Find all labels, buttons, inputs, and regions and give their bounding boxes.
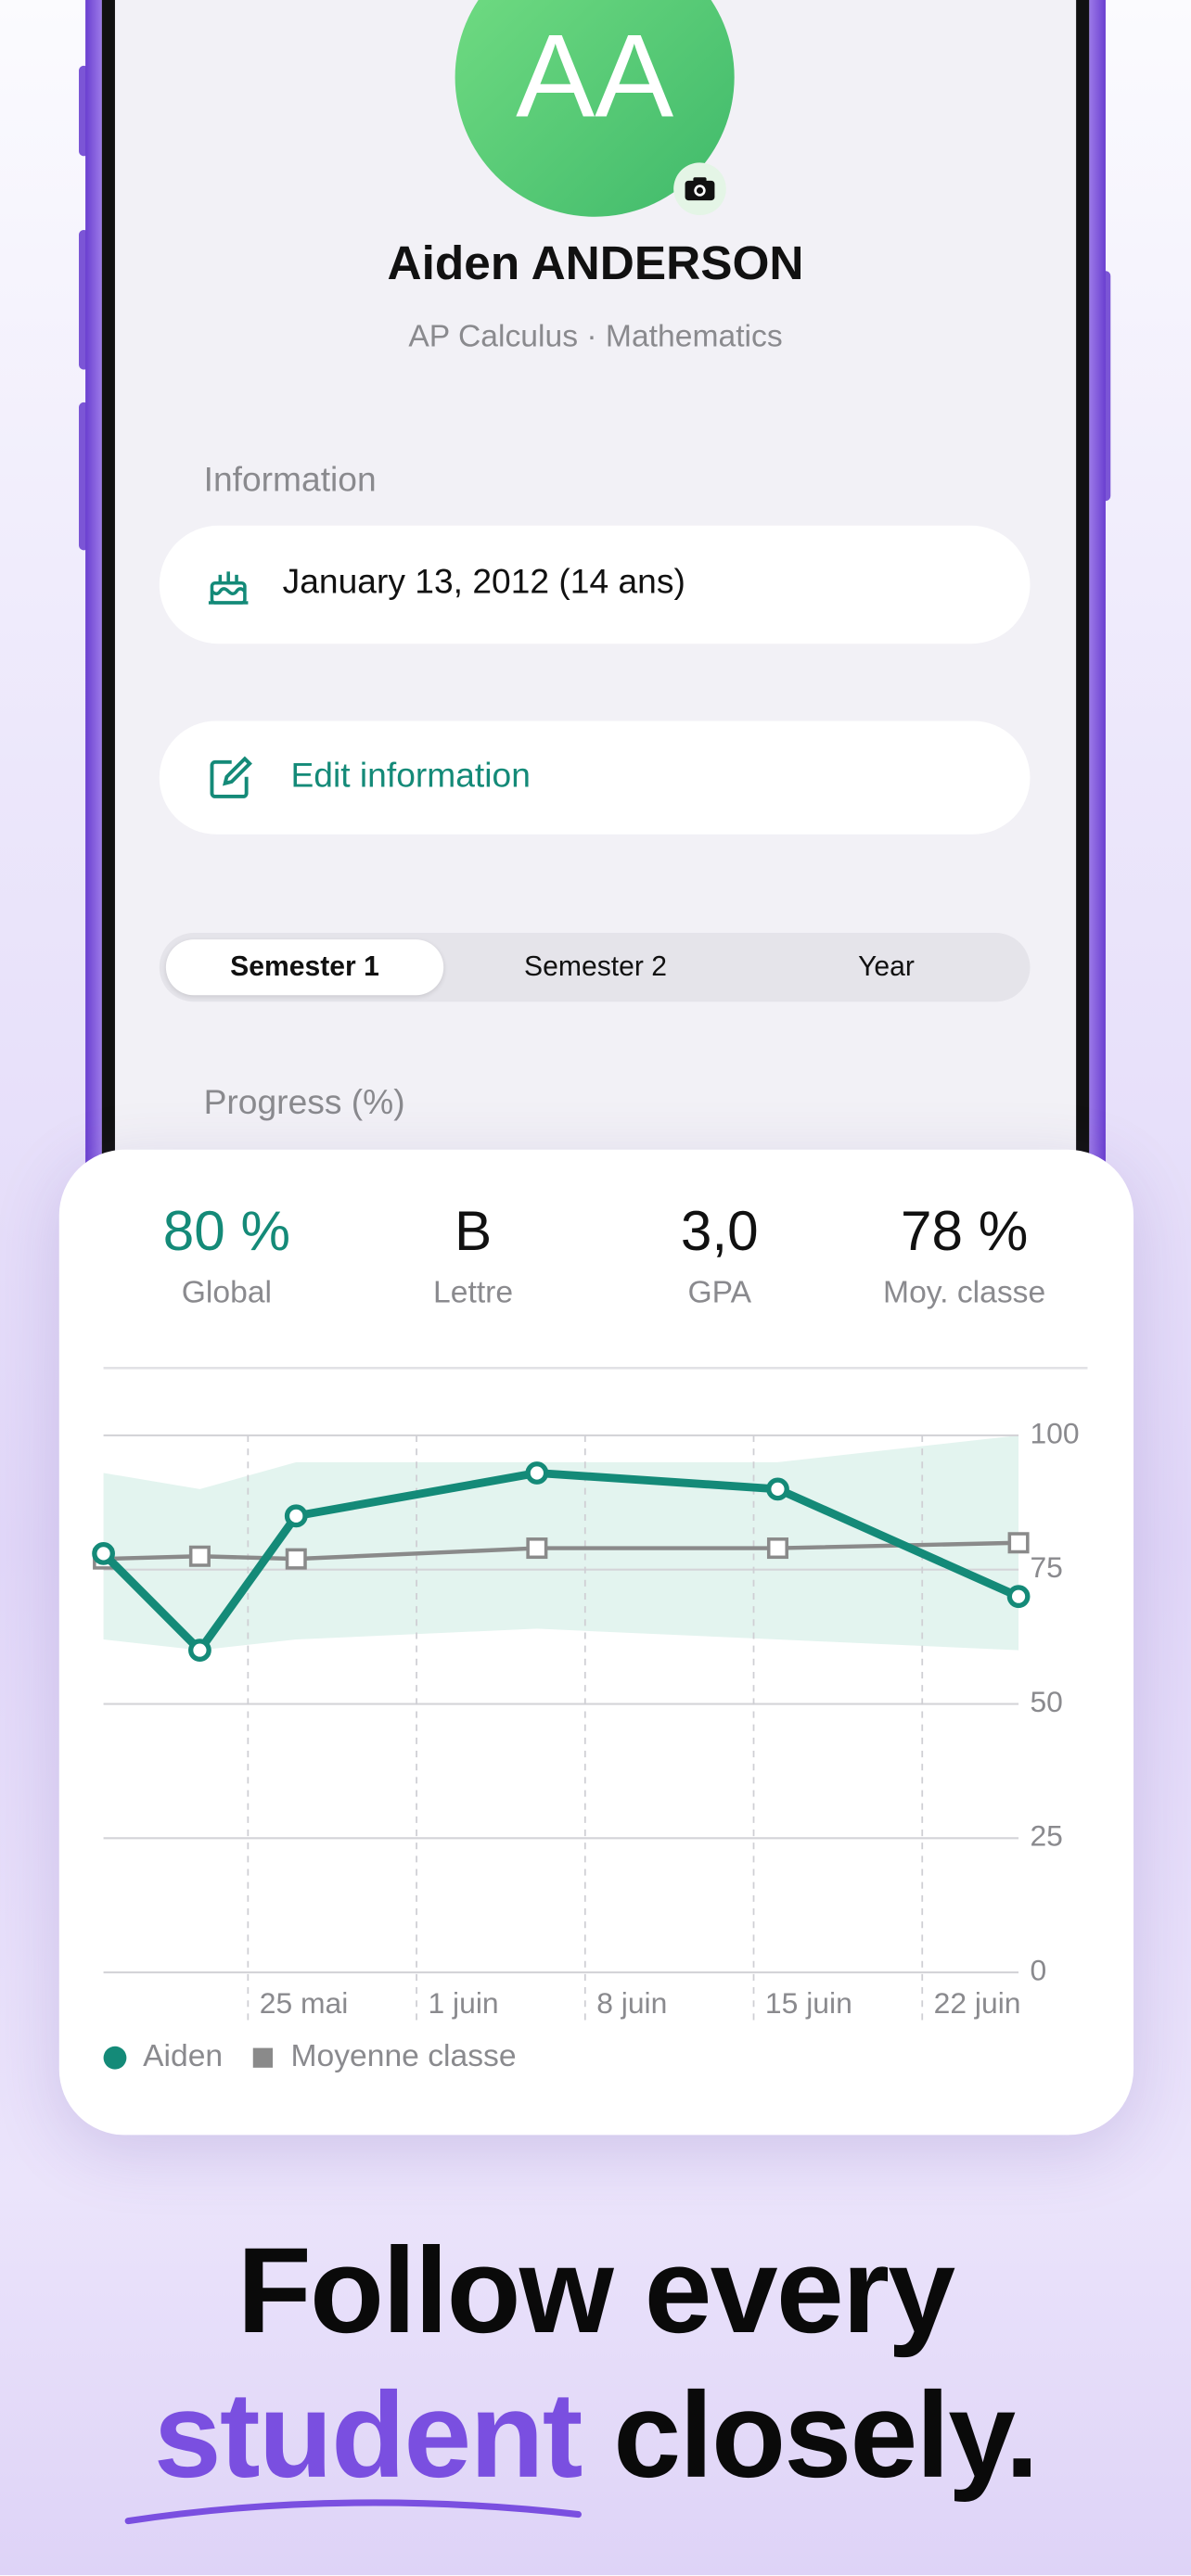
data-point: [284, 1504, 308, 1528]
headline: student closely.: [0, 2365, 1191, 2505]
x-tick-label: 8 juin: [596, 1986, 667, 2020]
underline: [124, 2499, 582, 2525]
data-point: [1006, 1585, 1031, 1609]
y-tick-label: 25: [1030, 1819, 1062, 1853]
series-line: [100, 1469, 1020, 1655]
data-point: [92, 1541, 115, 1565]
headline-text: closely.: [613, 2366, 1039, 2504]
cake-icon: [208, 571, 249, 605]
range-band: [103, 1435, 1019, 1651]
tab[interactable]: Semester 1: [230, 950, 379, 983]
selected-tab: [165, 939, 444, 996]
stat-label: GPA: [687, 1276, 752, 1311]
data-point: [1007, 1532, 1030, 1554]
phone-frame: [85, 0, 102, 1183]
y-tick-label: 100: [1030, 1416, 1079, 1449]
tab[interactable]: Year: [858, 950, 915, 983]
data-point: [766, 1477, 789, 1501]
x-tick-label: 15 juin: [765, 1986, 852, 2020]
stat-value: 3,0: [680, 1200, 759, 1263]
headline-highlight: student: [153, 2366, 583, 2504]
x-tick-label: 25 mai: [260, 1986, 349, 2020]
segmented-control: Semester 1 Semester 2 Year: [159, 932, 1031, 1002]
stat-label: Moy. classe: [883, 1276, 1046, 1311]
tab[interactable]: Semester 2: [524, 950, 668, 983]
phone-button: [79, 402, 89, 551]
phone-frame: [1089, 0, 1106, 1183]
x-tick-label: 22 juin: [934, 1986, 1021, 2020]
section-title: Information: [203, 461, 377, 500]
data-point: [525, 1461, 549, 1485]
phone-button: [1100, 271, 1111, 502]
data-point: [188, 1545, 211, 1567]
data-point: [766, 1537, 788, 1560]
legend-label: Moyenne classe: [290, 2039, 516, 2073]
x-tick-label: 1 juin: [428, 1986, 498, 2020]
phone-button: [79, 65, 89, 157]
birthday: January 13, 2012 (14 ans): [282, 563, 685, 602]
edit-label: Edit information: [290, 757, 531, 796]
camera-button[interactable]: [673, 162, 726, 216]
data-point: [188, 1639, 211, 1662]
edit-button[interactable]: Edit information: [159, 721, 1031, 835]
stat-label: Lettre: [433, 1276, 514, 1311]
stat-value: 78 %: [901, 1200, 1029, 1263]
info-card: January 13, 2012 (14 ans): [159, 525, 1031, 644]
y-tick-label: 0: [1030, 1954, 1046, 1987]
student-name: Aiden ANDERSON: [387, 237, 804, 291]
section-title: Progress (%): [203, 1083, 405, 1122]
legend-marker: [252, 2047, 274, 2068]
stat-value: B: [454, 1200, 493, 1263]
data-point: [526, 1537, 548, 1560]
series-line: [103, 1540, 1019, 1562]
phone-bezel: [1076, 0, 1090, 1183]
headline: Follow every: [237, 2222, 955, 2359]
y-tick-label: 75: [1030, 1550, 1062, 1584]
edit-icon: [210, 756, 252, 798]
phone-bezel: [101, 0, 115, 1183]
stat-value: 80 %: [162, 1200, 291, 1263]
legend-label: Aiden: [143, 2039, 223, 2073]
data-point: [285, 1548, 307, 1570]
camera-icon: [685, 177, 715, 201]
y-tick-label: 50: [1030, 1685, 1062, 1718]
legend-marker: [103, 2046, 127, 2070]
student-subtitle: AP Calculus · Mathematics: [408, 320, 783, 355]
stat-label: Global: [181, 1276, 273, 1311]
phone-button: [79, 229, 89, 370]
